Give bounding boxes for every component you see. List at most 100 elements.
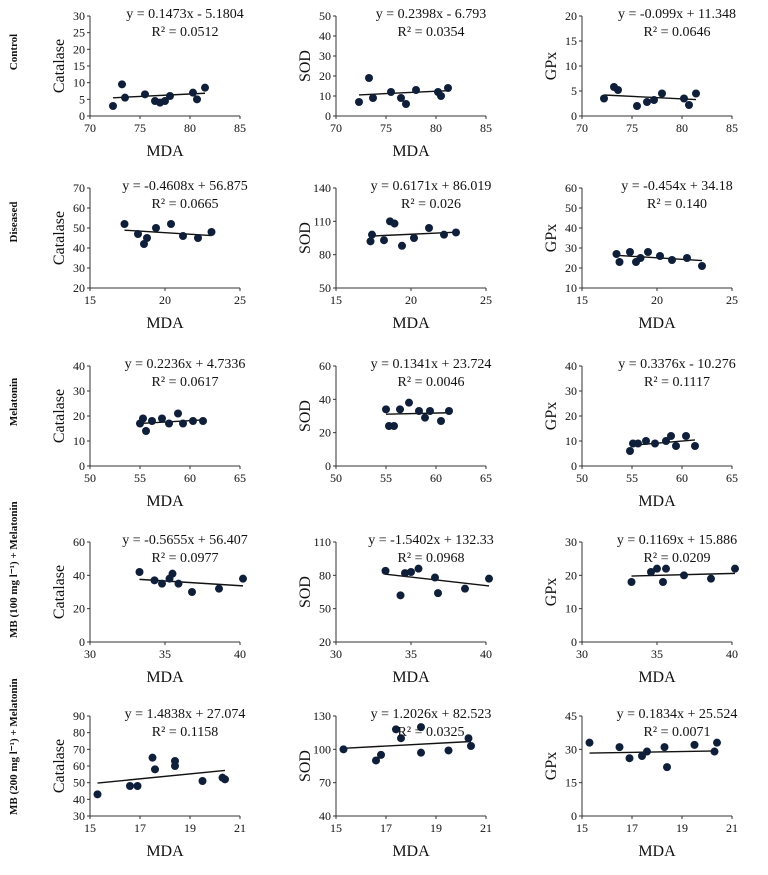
y-tick-label: 10: [73, 76, 85, 90]
x-tick-label: 65: [726, 471, 738, 485]
y-axis-label: SOD: [297, 400, 314, 432]
y-axis-label: GPx: [543, 52, 560, 80]
y-tick-label: 40: [319, 29, 331, 43]
data-point: [634, 439, 642, 448]
x-tick-label: 65: [234, 471, 246, 485]
data-point: [417, 748, 425, 757]
data-point: [150, 576, 159, 585]
x-tick-label: 21: [726, 821, 738, 835]
y-tick-label: 5: [79, 92, 85, 106]
y-tick-label: 20: [73, 281, 85, 295]
scatter-chart: 0 5 10 15 20 70 75 80 85 GPx y = -0.099x + 11.348 R…: [543, 7, 738, 135]
y-axis-label: SOD: [297, 750, 314, 782]
x-tick-label: 35: [651, 647, 663, 661]
y-axis-label: Catalase: [51, 389, 68, 443]
row-label: Control: [8, 33, 20, 71]
data-point: [158, 579, 166, 588]
regression-equation: y = 0.3376x - 10.276: [618, 357, 736, 372]
x-axis-label: MDA: [638, 493, 676, 510]
data-point: [627, 578, 636, 586]
r-squared-label: R² = 0.1158: [152, 725, 218, 740]
r-squared-label: R² = 0.0665: [152, 197, 219, 212]
x-tick-label: 19: [676, 821, 688, 835]
scatter-chart: 0 5 10 15 20 25 30 70 75 80 85 Catalase MDA y = 0.147…: [51, 7, 246, 160]
data-point: [392, 725, 400, 734]
y-tick-label: 50: [319, 281, 331, 295]
x-tick-label: 19: [430, 821, 442, 835]
regression-equation: y = -1.5402x + 132.33: [368, 533, 493, 548]
data-point: [118, 80, 126, 89]
data-point: [659, 578, 667, 586]
x-tick-label: 25: [480, 293, 492, 307]
data-point: [174, 409, 182, 418]
y-tick-label: 50: [319, 9, 331, 23]
x-tick-label: 20: [651, 293, 663, 307]
data-point: [152, 224, 160, 232]
data-point: [382, 405, 390, 414]
y-tick-label: 110: [313, 214, 331, 228]
x-tick-label: 70: [84, 121, 96, 135]
y-axis-label: Catalase: [51, 565, 68, 619]
data-point: [215, 584, 223, 593]
data-point: [141, 90, 149, 99]
trendline: [97, 769, 226, 784]
y-tick-label: 15: [565, 34, 577, 48]
data-point: [387, 88, 395, 96]
trendline: [589, 750, 718, 754]
data-point: [612, 250, 621, 258]
x-tick-label: 17: [380, 821, 392, 835]
data-point: [683, 254, 691, 262]
y-tick-label: 40: [73, 241, 85, 255]
y-tick-label: 60: [73, 535, 85, 549]
y-tick-label: 30: [565, 535, 577, 549]
data-point: [668, 256, 676, 264]
data-point: [426, 407, 434, 415]
y-axis-label: SOD: [297, 50, 314, 82]
data-point: [444, 746, 453, 755]
data-point: [452, 228, 460, 237]
x-tick-label: 15: [84, 821, 96, 835]
data-point: [698, 262, 706, 270]
regression-equation: y = 0.6171x + 86.019: [371, 179, 492, 194]
y-axis-label: Catalase: [51, 739, 68, 793]
data-point: [653, 564, 661, 573]
data-point: [660, 743, 669, 752]
data-point: [614, 86, 622, 94]
y-tick-label: 0: [571, 809, 577, 823]
data-point: [143, 234, 151, 242]
data-point: [139, 414, 147, 423]
data-point: [682, 432, 690, 440]
scatter-chart: 0 10 20 30 30 35 40 GPx MDA y = 0.1169x + 15.886 R…: [543, 533, 739, 686]
regression-equation: y = 1.4838x + 27.074: [125, 707, 246, 722]
data-point: [414, 564, 423, 573]
y-tick-label: 30: [319, 49, 331, 63]
data-point: [461, 584, 469, 593]
y-tick-label: 70: [319, 776, 331, 790]
data-point: [434, 589, 442, 598]
data-point: [437, 92, 445, 100]
x-tick-label: 60: [184, 471, 196, 485]
x-axis-label: MDA: [638, 843, 676, 860]
data-point: [731, 564, 739, 573]
data-point: [685, 101, 693, 109]
data-point: [198, 777, 207, 785]
x-tick-label: 25: [234, 293, 246, 307]
regression-equation: y = -0.454x + 34.18: [621, 179, 732, 194]
data-point: [380, 236, 388, 245]
y-tick-label: 30: [565, 241, 577, 255]
x-tick-label: 60: [430, 471, 442, 485]
data-point: [142, 427, 150, 435]
data-point: [189, 88, 197, 97]
data-point: [193, 95, 201, 104]
data-point: [662, 437, 670, 445]
y-tick-label: 70: [73, 181, 85, 195]
x-tick-label: 40: [234, 647, 246, 661]
x-tick-label: 35: [405, 647, 417, 661]
y-tick-label: 15: [73, 59, 85, 73]
y-tick-label: 100: [313, 742, 331, 756]
y-tick-label: 40: [73, 792, 85, 806]
y-tick-label: 20: [73, 42, 85, 56]
regression-equation: y = 1.2026x + 82.523: [371, 707, 492, 722]
data-point: [166, 92, 174, 100]
